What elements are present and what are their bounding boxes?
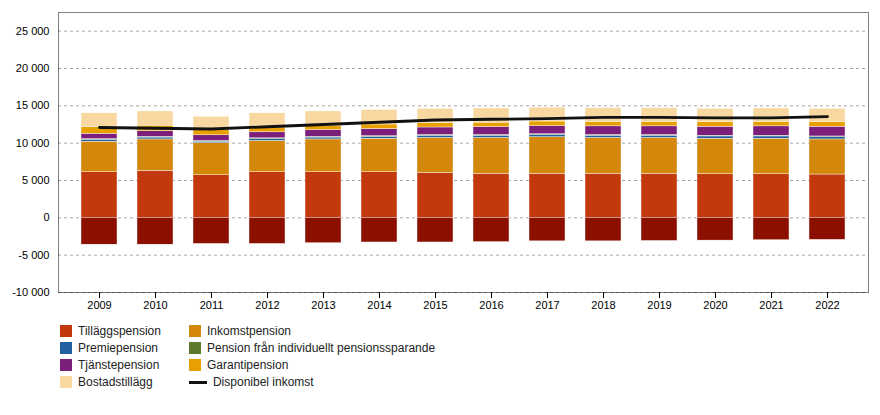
html-text:Tjänstepension: Tjänstepension [78, 358, 160, 372]
svg-text:2010: 2010 [143, 299, 167, 311]
html-text:Premiepension: Premiepension [78, 341, 158, 355]
svg-text:2014: 2014 [367, 299, 391, 311]
svg-text:15 000: 15 000 [16, 99, 50, 111]
svg-text:2011: 2011 [200, 299, 224, 311]
html-text:Bostadstillägg: Bostadstillägg [78, 375, 153, 389]
svg-text:20 000: 20 000 [16, 62, 50, 74]
svg-text:-5 000: -5 000 [18, 249, 49, 261]
svg-text:2016: 2016 [479, 299, 503, 311]
svg-text:2019: 2019 [647, 299, 671, 311]
svg-text:2017: 2017 [535, 299, 559, 311]
svg-text:0: 0 [43, 211, 49, 223]
svg-text:2015: 2015 [423, 299, 447, 311]
svg-text:5 000: 5 000 [22, 174, 50, 186]
svg-text:2022: 2022 [815, 299, 839, 311]
html-text:Pension från individuellt pens: Pension från individuellt pensionssparan… [207, 341, 436, 355]
html-text:Tilläggspension: Tilläggspension [78, 324, 161, 338]
svg-text:25 000: 25 000 [16, 25, 50, 37]
svg-text:-10 000: -10 000 [12, 286, 49, 298]
svg-text:2020: 2020 [703, 299, 727, 311]
html-text:Disponibel inkomst: Disponibel inkomst [213, 375, 314, 389]
html-text:Inkomstpension: Inkomstpension [207, 324, 291, 338]
svg-text:2013: 2013 [311, 299, 335, 311]
svg-text:2021: 2021 [759, 299, 783, 311]
svg-text:2009: 2009 [87, 299, 111, 311]
svg-text:2018: 2018 [591, 299, 615, 311]
svg-text:2012: 2012 [255, 299, 279, 311]
html-text:Garantipension: Garantipension [207, 358, 289, 372]
svg-text:10 000: 10 000 [16, 137, 50, 149]
